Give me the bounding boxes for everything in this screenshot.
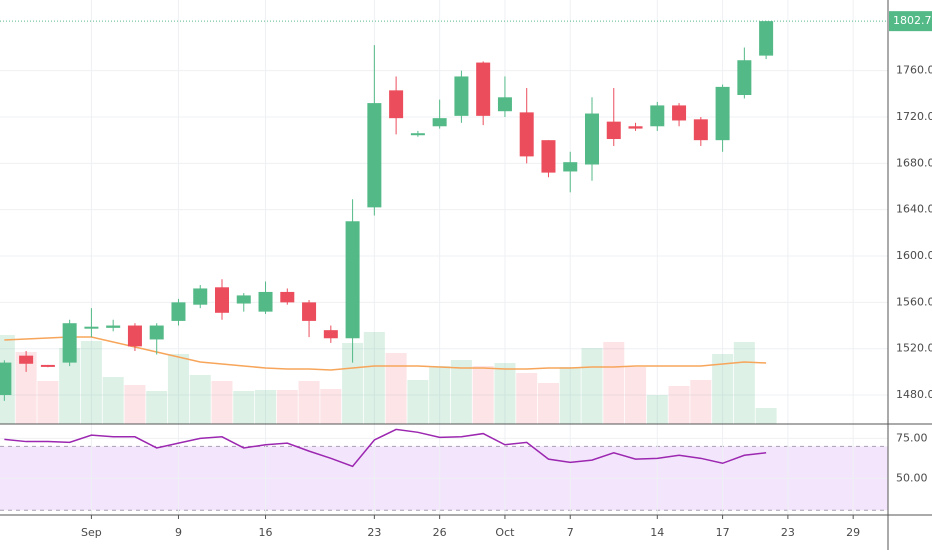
candle-body [585,113,599,165]
volume-bar [472,366,494,424]
candle-body [541,140,556,173]
volume-bar [167,354,189,424]
candle-body [715,86,730,141]
x-tick-label: 29 [846,526,860,539]
candle-body [323,330,338,339]
candle-body [606,121,621,140]
volume-bar [298,381,320,424]
candle-body [476,62,491,116]
candle-body [106,325,121,328]
volume-bar [581,348,603,424]
volume-bar [450,360,472,424]
x-tick-label: 26 [433,526,447,539]
volume-bar [276,390,298,424]
volume-bar [37,381,59,424]
x-tick-label: 9 [175,526,182,539]
candle-body [193,288,208,305]
volume-bar [320,389,342,424]
candle-body [650,105,665,127]
y-tick-label: 1600.00 [896,249,932,262]
volume-bar [407,380,429,424]
volume-bar [102,377,124,424]
volume-bar [233,391,255,424]
candle-body [628,126,643,129]
x-tick-label: Oct [495,526,515,539]
candle-body [149,325,164,340]
rsi-line [4,428,767,468]
x-tick-label: Sep [81,526,102,539]
y-tick-label: 75.00 [896,431,928,444]
candle-body [737,60,752,95]
candle-body [432,118,447,127]
candle-body [19,355,34,364]
x-tick-label: 17 [716,526,730,539]
y-tick-label: 1720.00 [896,110,932,123]
candle-body [563,162,578,172]
last-price-box [889,11,932,32]
volume-bar [15,352,37,424]
volume-bar [124,385,146,424]
y-tick-label: 1760.00 [896,64,932,77]
volume-bar [537,383,559,424]
volume-bar [429,366,451,424]
y-tick-label: 1520.00 [896,342,932,355]
candle-body [454,76,469,116]
candle-body [410,133,425,136]
x-tick-label: 23 [781,526,795,539]
volume-bar [146,391,168,424]
volume-bar [668,386,690,424]
candle-body [62,323,77,363]
y-tick-label: 1640.00 [896,203,932,216]
volume-bar [733,342,755,424]
candle-body [171,302,186,321]
volume-bar [516,373,538,424]
y-tick-label: 1680.00 [896,156,932,169]
candle-body [280,291,295,303]
volume-bar [189,375,211,424]
volume-bar [342,343,364,424]
candle-body [389,90,404,119]
volume-bar [363,332,385,424]
volume-bar [59,348,81,424]
candle-body [672,105,687,121]
candle-body [40,364,55,367]
volume-bar [255,390,277,424]
candle-body [0,362,12,396]
candle-body [497,97,512,112]
y-tick-label: 1480.00 [896,388,932,401]
candle-body [302,302,317,321]
candle-body [215,287,229,313]
volume-bar [559,367,581,424]
candle-body [693,119,708,141]
candle-body [127,325,142,347]
volume-bar [603,342,625,424]
volume-bar [646,395,668,424]
volume-bar [712,354,734,424]
candle-body [236,295,251,304]
volume-bar [690,380,712,424]
candle-body [759,21,774,56]
candle-body [84,326,99,329]
candle-body [519,112,534,157]
x-tick-label: 23 [367,526,381,539]
volume-bar [211,381,233,424]
y-tick-label: 1560.00 [896,295,932,308]
last-price-label: 1802.75 [893,14,932,27]
volume-bar [385,353,407,424]
volume-bar [755,408,777,424]
x-tick-label: 16 [259,526,273,539]
candle-body [345,221,360,339]
volume-bar [494,363,516,424]
candle-body [367,103,382,208]
y-tick-label: 50.00 [896,471,928,484]
x-tick-label: 14 [650,526,664,539]
volume-bar [80,341,102,424]
candle-body [258,291,273,312]
x-tick-label: 7 [567,526,574,539]
volume-bar [625,367,647,424]
